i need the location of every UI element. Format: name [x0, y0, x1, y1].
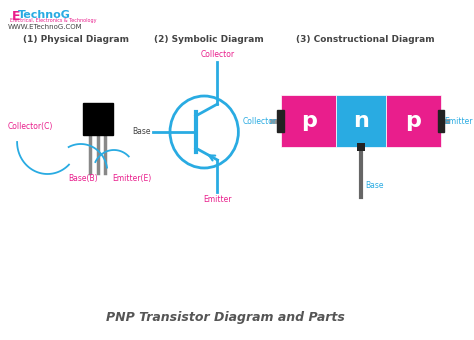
Bar: [82, 103, 113, 135]
Bar: [385, 95, 441, 147]
Text: Emitter: Emitter: [445, 117, 473, 125]
Text: Emitter(E): Emitter(E): [112, 174, 151, 184]
Text: (2) Symbolic Diagram: (2) Symbolic Diagram: [154, 35, 264, 44]
Text: Electrical, Electronics & Technology: Electrical, Electronics & Technology: [10, 18, 97, 23]
Bar: [281, 95, 336, 147]
Bar: [336, 95, 385, 147]
Text: E: E: [11, 10, 20, 23]
Text: Collector: Collector: [242, 117, 276, 125]
Text: n: n: [353, 111, 369, 131]
Text: PNP Transistor Diagram and Parts: PNP Transistor Diagram and Parts: [106, 311, 345, 324]
Text: Emitter: Emitter: [203, 195, 232, 204]
Text: WWW.ETechnoG.COM: WWW.ETechnoG.COM: [8, 24, 82, 30]
Text: Base: Base: [365, 181, 384, 189]
Text: Base(B): Base(B): [68, 174, 98, 184]
Bar: [277, 110, 284, 132]
Text: TechnoG: TechnoG: [18, 10, 71, 20]
Text: Collector(C): Collector(C): [8, 122, 53, 132]
Text: p: p: [405, 111, 421, 131]
Text: (3) Constructional Diagram: (3) Constructional Diagram: [296, 35, 435, 44]
Text: (1) Physical Diagram: (1) Physical Diagram: [23, 35, 129, 44]
Text: p: p: [301, 111, 317, 131]
Bar: [438, 110, 445, 132]
Bar: [357, 143, 365, 151]
Text: Collector: Collector: [201, 50, 235, 59]
Text: Base: Base: [133, 128, 151, 136]
